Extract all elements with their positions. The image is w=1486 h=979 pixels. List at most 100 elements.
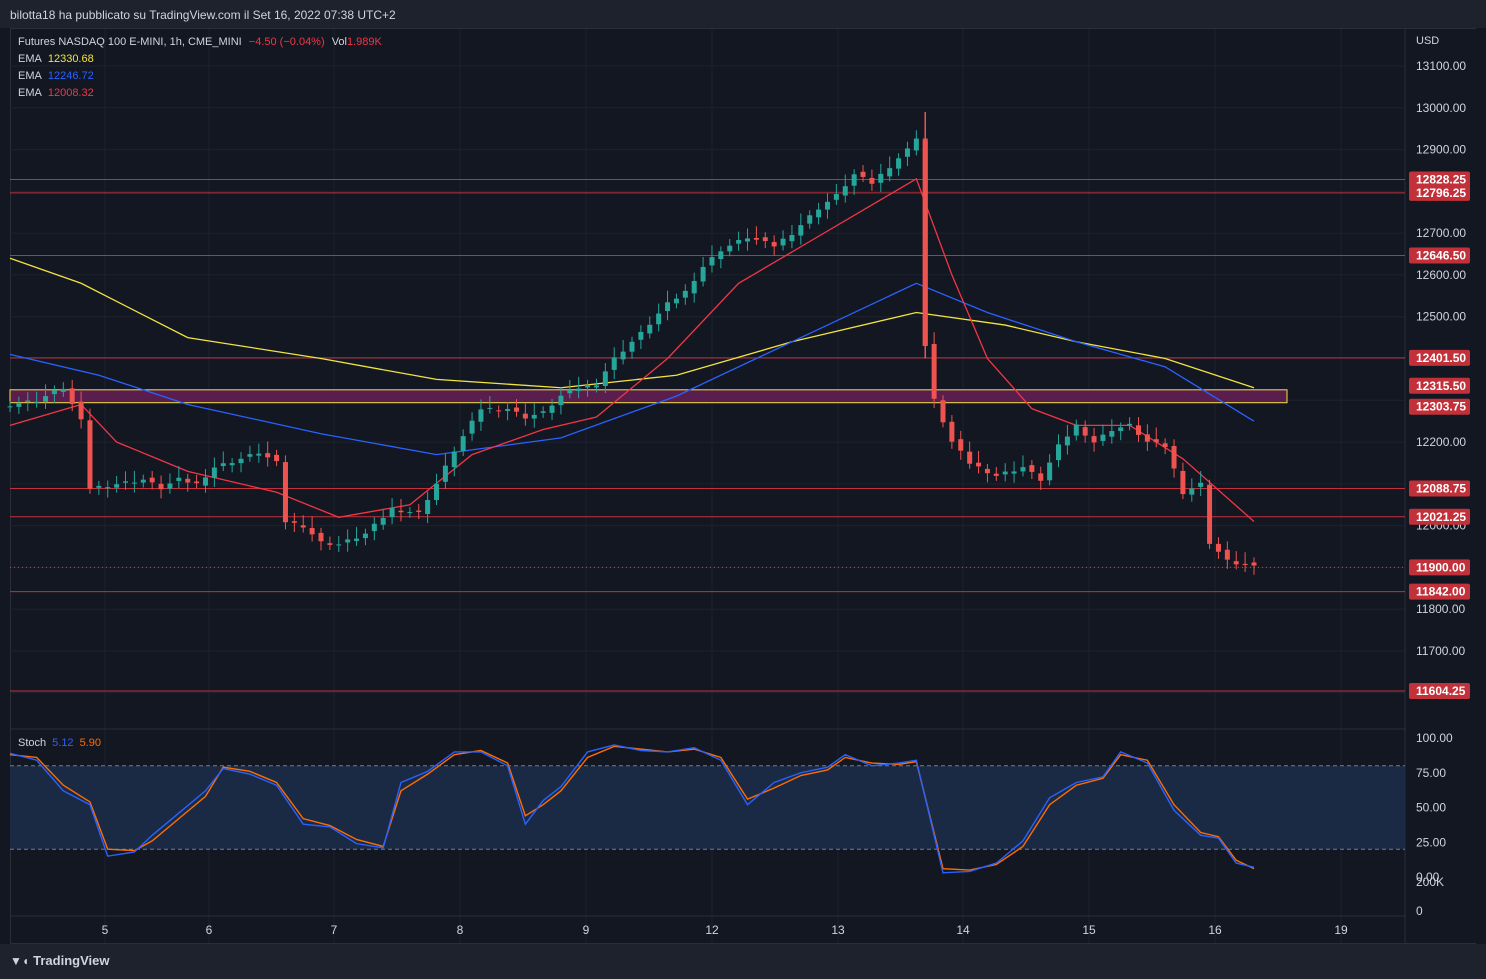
price-tick-label: 12700.00 (1416, 226, 1466, 240)
candle-body (34, 401, 40, 403)
volume-tick-label: 200K (1416, 875, 1444, 889)
time-tick-label: 5 (102, 923, 109, 937)
candle-body (958, 439, 964, 451)
time-tick-label: 8 (457, 923, 464, 937)
last-price-badge: 11900.00 (1416, 560, 1466, 574)
support-zone (9, 389, 1288, 404)
candle-body (673, 298, 679, 304)
stoch-legend: Stoch 5.12 5.90 (18, 737, 101, 749)
candle-body (1020, 467, 1026, 472)
candle-body (1109, 431, 1115, 437)
candle-body (140, 479, 146, 483)
stoch-k-line (9, 744, 1255, 874)
candle-body (816, 209, 822, 218)
candle-body (451, 451, 457, 468)
spike-candle-body (922, 141, 928, 346)
level-badge-bg (1409, 480, 1470, 497)
candle-body (1207, 484, 1213, 544)
volume-label: Vol (331, 36, 347, 48)
ema-legend-2: EMA 12246.72 (18, 70, 94, 82)
candle-body (114, 484, 120, 488)
candle-body (131, 482, 137, 484)
candle-body (869, 177, 875, 184)
candle-body (1144, 434, 1150, 442)
candle-body (60, 388, 66, 392)
candle-body (1153, 439, 1159, 443)
candle-body (709, 257, 715, 266)
candle-body (700, 266, 706, 282)
candle-body (691, 280, 697, 294)
ema-legend-1: EMA 12330.68 (18, 53, 94, 65)
candle-body (87, 420, 93, 489)
candle-body (1056, 444, 1062, 461)
candle-body (593, 385, 599, 388)
candle-body (931, 343, 937, 399)
candle-body (976, 462, 982, 467)
candle-body (585, 384, 591, 388)
time-tick-label: 9 (583, 923, 590, 937)
candle-body (540, 411, 546, 413)
candle-body (1224, 549, 1230, 560)
level-badge: 11842.00 (1416, 585, 1466, 599)
candle-body (238, 458, 244, 464)
level-badge-bg (1409, 583, 1470, 600)
ema-yellow-line (9, 257, 1255, 389)
candle-body (327, 543, 333, 545)
candle-body (647, 324, 653, 334)
candle-body (1011, 471, 1017, 474)
level-badge-bg (1409, 171, 1470, 188)
stoch-label: Stoch (18, 737, 47, 749)
candle-body (1100, 434, 1106, 441)
zone-high-badge-bg (1409, 377, 1470, 394)
candle-body (1091, 436, 1097, 443)
level-badge: 12828.25 (1416, 173, 1466, 187)
candle-body (211, 467, 217, 478)
candle-body (7, 406, 13, 408)
candle-body (984, 468, 990, 474)
candle-body (25, 400, 31, 402)
candle-body (833, 194, 839, 200)
candle-body (1198, 482, 1204, 487)
price-tick-label: 11800.00 (1416, 602, 1465, 616)
candle-body (274, 454, 280, 462)
candle-body (380, 518, 386, 525)
candle-body (638, 331, 644, 340)
ema-value-blue: 12246.72 (47, 70, 94, 82)
ema-value-red: 12008.32 (47, 87, 94, 99)
candle-body (718, 251, 724, 260)
candle-body (105, 487, 111, 489)
candle-body (300, 525, 306, 528)
time-tick-label: 14 (956, 923, 970, 937)
candle-body (887, 168, 893, 177)
candle-body (194, 481, 200, 484)
price-tick-label: 12500.00 (1416, 310, 1466, 324)
candle-body (51, 390, 57, 395)
ema-blue-line (9, 282, 1255, 456)
stoch-d-value: 5.90 (79, 737, 101, 749)
candle-body (656, 313, 662, 325)
candle-body (878, 173, 884, 183)
ema-label: EMA (18, 87, 42, 99)
candle-body (407, 512, 413, 514)
candle-body (620, 351, 626, 360)
level-badge-bg (1409, 349, 1470, 366)
stoch-tick-label: 75.00 (1416, 766, 1446, 780)
candle-body (256, 453, 262, 456)
candle-body (1242, 563, 1248, 565)
ema-red-line (9, 177, 1255, 522)
candle-body (442, 465, 448, 482)
candle-body (558, 395, 564, 406)
tradingview-logo[interactable]: ▼◖ TradingView (10, 953, 109, 968)
candle-body (78, 401, 84, 420)
candle-body (1002, 471, 1008, 475)
volume-value: 1.989K (347, 36, 382, 48)
candle-body (904, 148, 910, 157)
candle-body (185, 478, 191, 483)
price-tick-label: 11700.00 (1416, 644, 1465, 658)
candle-body (460, 436, 466, 452)
time-tick-label: 19 (1334, 923, 1348, 937)
level-badge-bg (1409, 683, 1470, 700)
candle-body (371, 523, 377, 532)
candle-body (69, 388, 75, 405)
